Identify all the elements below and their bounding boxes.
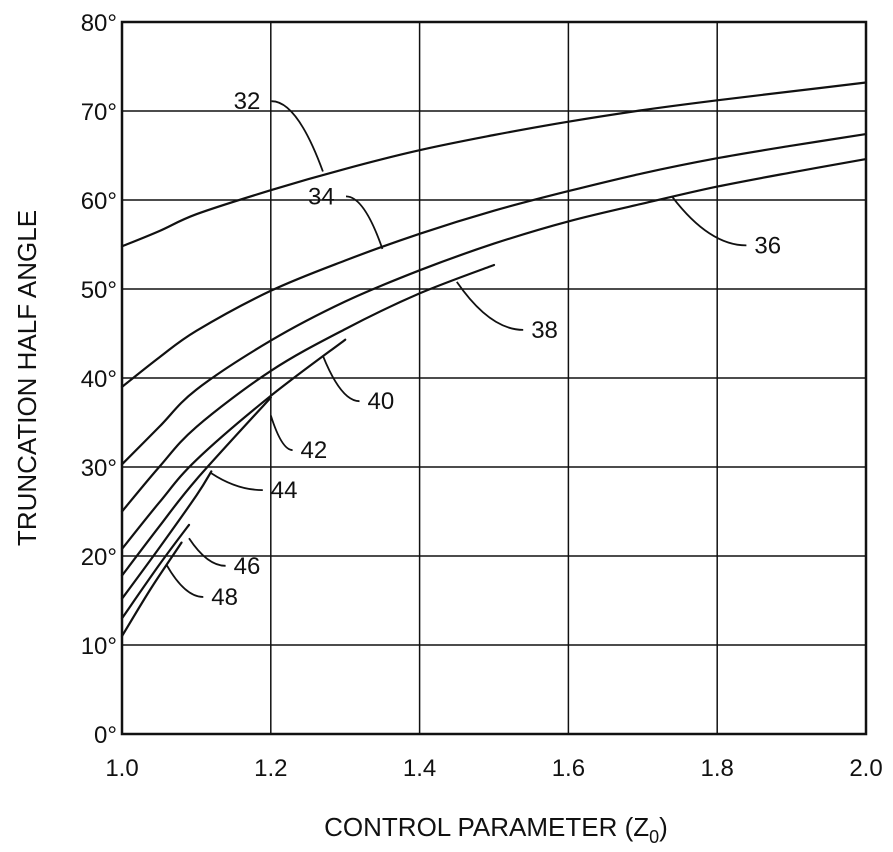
- curve-label-38: 38: [531, 317, 558, 344]
- series-line-48: [120, 541, 183, 638]
- x-tick-label: 1.0: [105, 755, 138, 782]
- y-axis-label: TRUNCATION HALF ANGLE: [12, 210, 42, 546]
- leader-42: [269, 415, 293, 451]
- curve-label-34: 34: [308, 183, 335, 210]
- leader-36: [671, 196, 747, 247]
- curve-label-36: 36: [754, 232, 781, 259]
- x-axis-label-end: ): [659, 812, 668, 842]
- series-line-44: [120, 470, 213, 600]
- y-tick-label: 80°: [81, 10, 117, 37]
- y-tick-label: 70°: [81, 99, 117, 126]
- y-tick-label: 20°: [81, 544, 117, 571]
- series-line-42: [120, 396, 272, 577]
- curve-label-48: 48: [211, 584, 238, 611]
- tick-labels: 1.0 1.2 1.4 1.6 1.8 2.0 0° 10° 20° 30° 40° 50° 60° 70…: [81, 10, 883, 782]
- y-tick-label: 0°: [94, 722, 117, 749]
- series-line-46: [120, 523, 191, 620]
- plot-frame: [120, 20, 868, 736]
- y-tick-label: 10°: [81, 633, 117, 660]
- series-line-40: [120, 338, 347, 550]
- leader-48: [165, 564, 204, 598]
- curve-leaders: [165, 100, 747, 598]
- leader-38: [456, 281, 524, 331]
- x-axis-label-subscript: 0: [649, 827, 659, 847]
- y-tick-label: 30°: [81, 455, 117, 482]
- curve-label-46: 46: [234, 553, 261, 580]
- series-line-38: [120, 263, 496, 513]
- series-line-36: [120, 158, 868, 466]
- curve-label-44: 44: [271, 477, 298, 504]
- x-tick-label: 1.8: [701, 755, 734, 782]
- x-tick-label: 1.6: [552, 755, 585, 782]
- series-line-34: [120, 133, 868, 388]
- curve-label-32: 32: [234, 88, 261, 115]
- curve-label-42: 42: [301, 437, 328, 464]
- x-axis-label: CONTROL PARAMETER (Z0): [324, 812, 668, 847]
- x-axis-label-main: CONTROL PARAMETER (Z: [324, 812, 649, 842]
- leader-32: [271, 100, 324, 172]
- grid: [122, 22, 866, 734]
- leader-44: [210, 472, 263, 491]
- y-tick-label: 60°: [81, 188, 117, 215]
- y-tick-label: 40°: [81, 366, 117, 393]
- series-line-32: [120, 81, 868, 248]
- x-tick-label: 1.2: [254, 755, 287, 782]
- leader-34: [345, 195, 384, 250]
- leader-40: [322, 355, 360, 403]
- leader-46: [188, 537, 226, 567]
- x-tick-label: 2.0: [849, 755, 882, 782]
- y-tick-label: 50°: [81, 277, 117, 304]
- curve-label-40: 40: [368, 388, 395, 415]
- x-tick-label: 1.4: [403, 755, 436, 782]
- curves: [120, 81, 868, 638]
